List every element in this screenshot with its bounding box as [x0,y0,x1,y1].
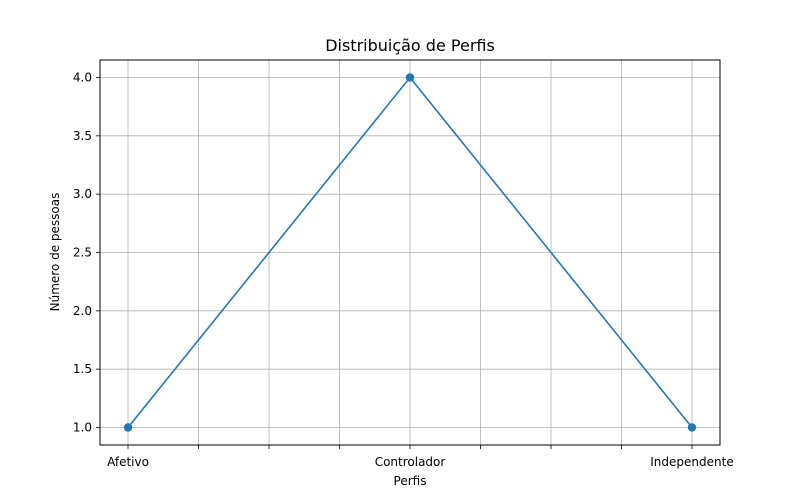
y-tick-label: 4.0 [73,71,92,85]
y-axis-ticks: 1.0 1.5 2.0 2.5 3.0 3.5 4.0 [73,71,100,435]
data-point [405,73,415,82]
y-tick-label: 2.5 [73,246,92,260]
y-tick-label: 3.0 [73,187,92,201]
y-axis-label: Número de pessoas [48,193,62,312]
y-tick-label: 2.0 [73,304,92,318]
data-point [123,423,133,432]
x-tick-label: Controlador [375,455,446,469]
x-tick-label: Afetivo [107,455,149,469]
x-tick-label: Independente [650,455,733,469]
grid-lines [100,60,720,445]
series-layer [123,73,697,432]
x-axis-ticks: Afetivo Controlador Independente [107,445,734,469]
x-axis-label: Perfis [394,474,427,488]
y-tick-label: 3.5 [73,129,92,143]
data-point [687,423,697,432]
y-tick-label: 1.5 [73,362,92,376]
y-tick-label: 1.0 [73,421,92,435]
chart-title: Distribuição de Perfis [325,36,495,55]
